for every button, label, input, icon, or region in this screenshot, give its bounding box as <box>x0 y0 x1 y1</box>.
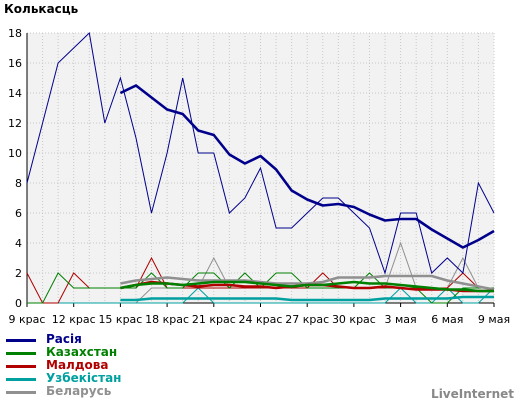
series-line-3 <box>27 287 495 304</box>
x-tick-label: 30 крас <box>332 313 376 326</box>
series-avg-line-3 <box>120 295 494 302</box>
legend-item-moldova: Малдова <box>6 358 206 372</box>
x-tick-label: 18 крас <box>145 313 189 326</box>
legend-label: Малдова <box>46 358 109 372</box>
x-tick-label: 27 крас <box>285 313 329 326</box>
y-tick-label: 12 <box>8 117 22 130</box>
legend-swatch <box>6 378 36 381</box>
legend-item-kazakhstan: Казахстан <box>6 345 206 359</box>
x-tick-label: 24 крас <box>239 313 283 326</box>
series-avg-line-1 <box>120 280 494 293</box>
series-line-0 <box>26 31 495 275</box>
y-tick-label: 10 <box>8 147 22 160</box>
legend-label: Узбекістан <box>46 371 122 385</box>
brand-label[interactable]: LiveInternet <box>431 387 514 401</box>
legend-label: Беларусь <box>46 384 112 398</box>
legend-item-belarus: Беларусь <box>6 384 206 398</box>
legend-swatch <box>6 339 36 342</box>
x-tick-label: 3 мая <box>385 313 417 326</box>
legend-swatch <box>6 352 36 355</box>
y-tick-label: 8 <box>15 177 22 190</box>
series-avg-line-4 <box>120 274 495 291</box>
y-tick-label: 4 <box>15 237 22 250</box>
x-tick-label: 12 крас <box>52 313 96 326</box>
y-tick-label: 14 <box>8 87 22 100</box>
x-tick-label: 15 крас <box>98 313 142 326</box>
x-tick-label: 6 мая <box>431 313 463 326</box>
legend-item-uzbekistan: Узбекістан <box>6 371 206 385</box>
y-tick-label: 2 <box>15 267 22 280</box>
x-tick-label: 9 крас <box>9 313 46 326</box>
y-axis-title: Колькасць <box>4 2 79 16</box>
y-tick-label: 16 <box>8 57 22 70</box>
legend: Расія Казахстан Малдова Узбекістан Белар… <box>6 332 206 398</box>
x-tick-label: 21 крас <box>192 313 236 326</box>
y-tick-label: 0 <box>15 297 22 310</box>
y-tick-label: 18 <box>8 27 22 40</box>
legend-label: Расія <box>46 332 82 346</box>
legend-label: Казахстан <box>46 345 118 359</box>
legend-swatch <box>6 391 36 394</box>
y-tick-label: 6 <box>15 207 22 220</box>
x-tick-label: 9 мая <box>478 313 510 326</box>
legend-item-russia: Расія <box>6 332 206 346</box>
legend-swatch <box>6 365 36 368</box>
series-avg-line-0 <box>119 84 495 249</box>
series-line-1 <box>27 272 494 304</box>
